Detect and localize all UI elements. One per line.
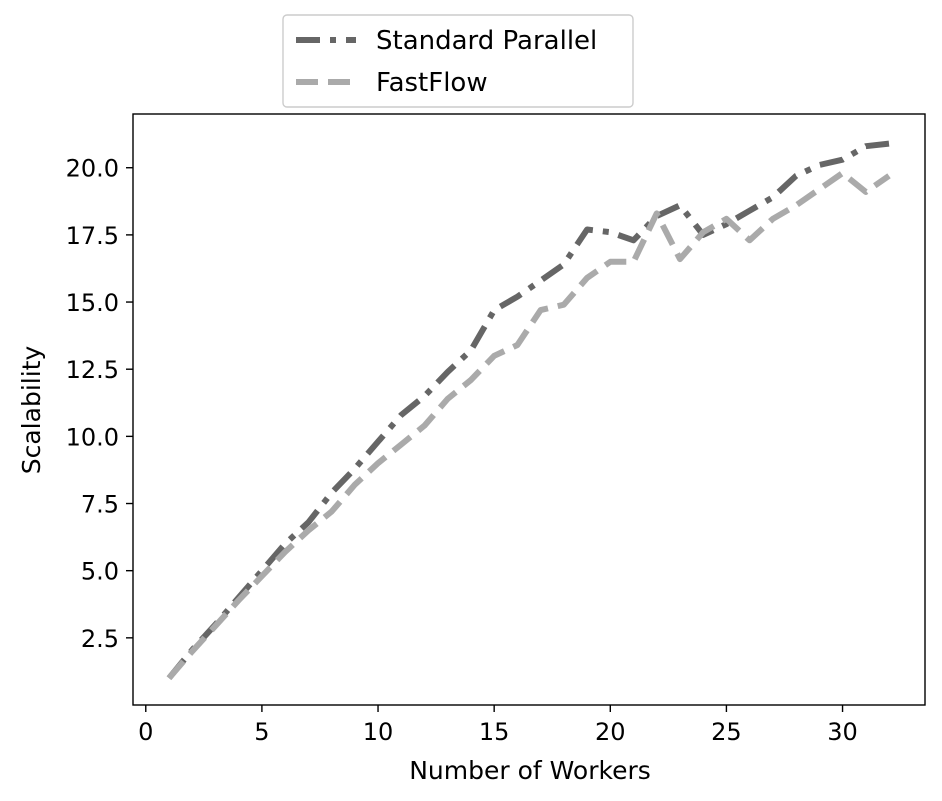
x-tick-label: 0 (138, 718, 153, 746)
x-tick-label: 10 (363, 718, 394, 746)
legend-label-fastflow: FastFlow (376, 68, 488, 98)
y-tick-label: 2.5 (81, 625, 119, 653)
x-tick-label: 5 (254, 718, 269, 746)
y-tick-label: 20.0 (66, 155, 119, 183)
legend-label-standard-parallel: Standard Parallel (376, 26, 597, 56)
y-axis-label: Scalability (17, 346, 46, 475)
y-tick-label: 15.0 (66, 289, 119, 317)
y-axis: 2.5 5.0 7.5 10.0 12.5 15.0 17.5 20.0 (66, 155, 133, 653)
y-tick-label: 12.5 (66, 356, 119, 384)
plot-area (132, 113, 926, 706)
x-tick-label: 25 (711, 718, 742, 746)
legend-box (282, 14, 634, 108)
series-line-standard-parallel (166, 140, 890, 681)
y-tick-label: 10.0 (66, 423, 119, 451)
y-tick-label: 5.0 (81, 558, 119, 586)
x-axis: 0 5 10 15 20 25 30 (138, 705, 858, 746)
x-tick-label: 30 (827, 718, 858, 746)
x-tick-label: 20 (595, 718, 626, 746)
series-layer (166, 140, 891, 681)
x-tick-label: 15 (479, 718, 510, 746)
y-tick-label: 17.5 (66, 222, 119, 250)
x-axis-label: Number of Workers (409, 756, 651, 785)
plot-frame (132, 113, 926, 706)
y-tick-label: 7.5 (81, 491, 119, 519)
legend: Standard Parallel FastFlow (282, 14, 634, 108)
series-line-fastflow (166, 170, 891, 681)
